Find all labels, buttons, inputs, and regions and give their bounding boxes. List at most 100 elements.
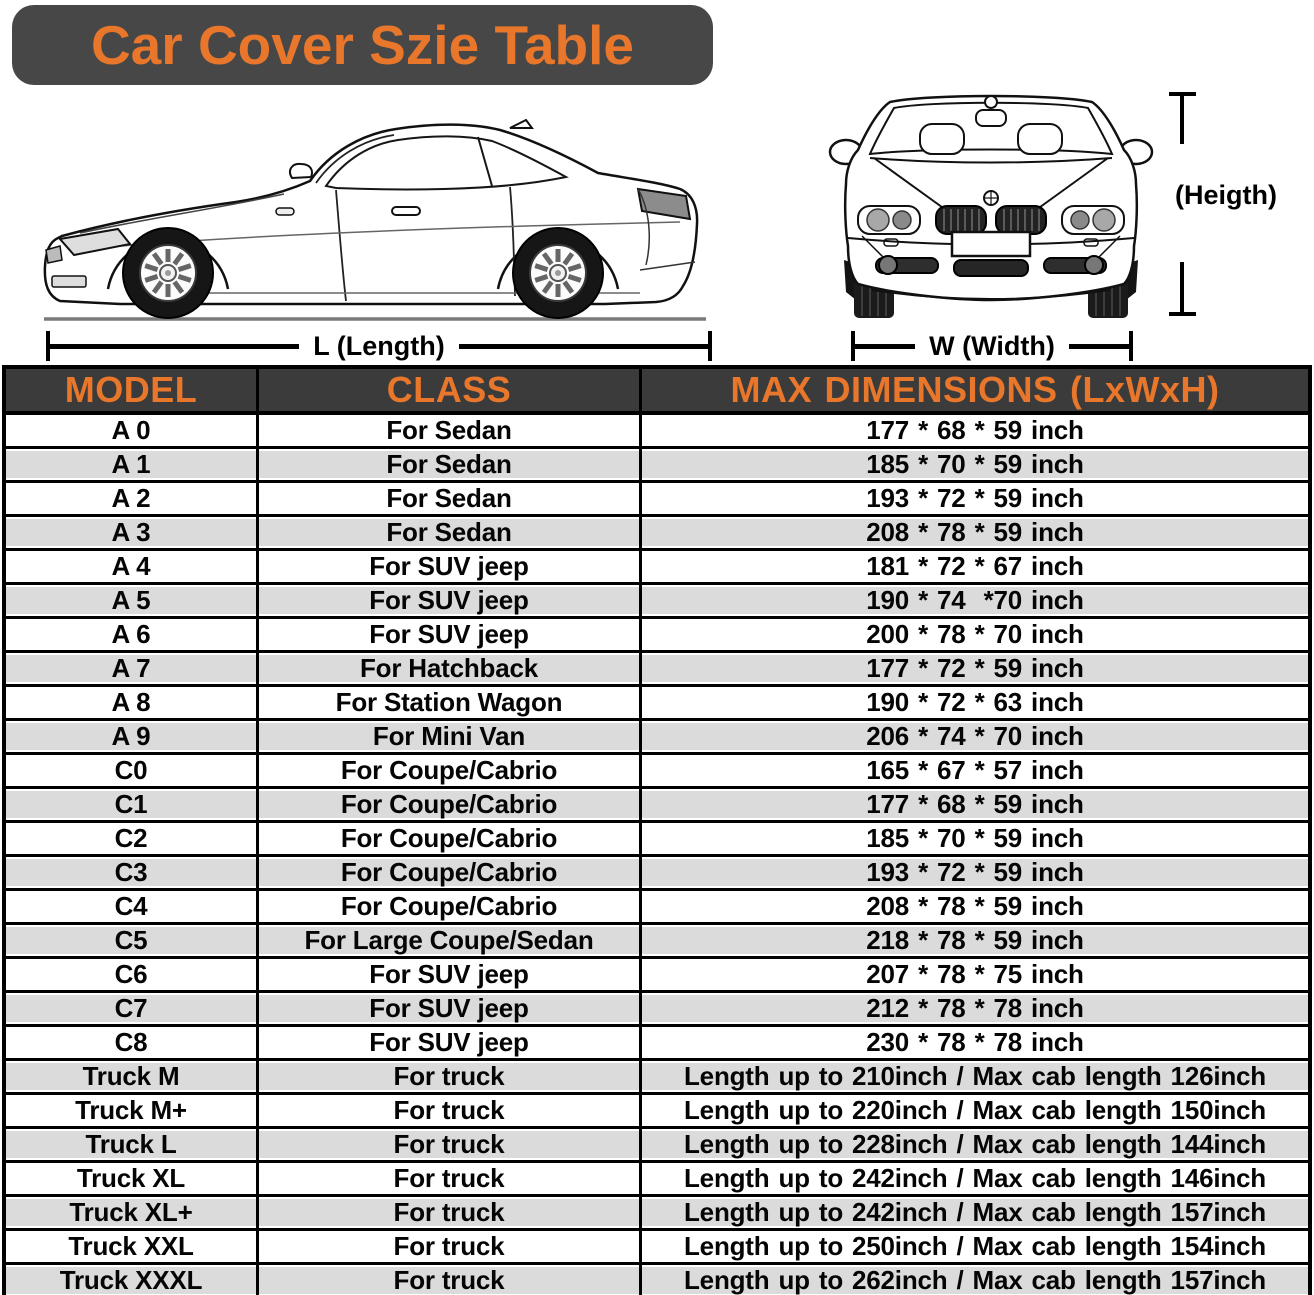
table-row: C3 For Coupe/Cabrio 193 * 72 * 59 inch xyxy=(6,854,1308,888)
page-title-text: Car Cover Szie Table xyxy=(90,14,635,76)
cell-model: C7 xyxy=(6,993,259,1024)
cell-class: For Sedan xyxy=(259,415,642,446)
cell-class: For Coupe/Cabrio xyxy=(259,789,642,820)
length-dimension: L (Length) xyxy=(46,330,712,362)
cell-class: For Coupe/Cabrio xyxy=(259,755,642,786)
table-row: A 0 For Sedan 177 * 68 * 59 inch xyxy=(6,415,1308,446)
cell-model: A 1 xyxy=(6,449,259,480)
cell-class: For Sedan xyxy=(259,517,642,548)
cell-class: For Mini Van xyxy=(259,721,642,752)
cell-dimensions: 177 * 72 * 59 inch xyxy=(866,653,1084,683)
dimension-line xyxy=(458,343,708,349)
dimension-line xyxy=(1180,262,1184,312)
width-dimension: W (Width) xyxy=(851,330,1134,362)
cell-class: For truck xyxy=(259,1231,642,1262)
cell-dimensions: 212 * 78 * 78 inch xyxy=(866,993,1084,1023)
table-body: A 0 For Sedan 177 * 68 * 59 inch A 1 For Sed… xyxy=(6,415,1308,1295)
cell-model: Truck XXL xyxy=(6,1231,259,1262)
cell-class: For truck xyxy=(259,1095,642,1126)
cell-model: A 3 xyxy=(6,517,259,548)
table-row: C1 For Coupe/Cabrio 177 * 68 * 59 inch xyxy=(6,786,1308,820)
header-model: MODEL xyxy=(6,369,259,411)
table-row: Truck M+ For truck Length up to 220inch / … xyxy=(6,1092,1308,1126)
cell-model: C3 xyxy=(6,857,259,888)
cell-dimensions: Length up to 220inch / Max cab length 15… xyxy=(684,1095,1266,1125)
cell-dimensions: 185 * 70 * 59 inch xyxy=(866,449,1084,479)
dimension-tick xyxy=(1129,331,1134,361)
cell-dimensions: Length up to 262inch / Max cab length 15… xyxy=(684,1265,1266,1295)
cell-class: For Coupe/Cabrio xyxy=(259,857,642,888)
table-row: Truck L For truck Length up to 228inch / M… xyxy=(6,1126,1308,1160)
header-max-dimensions: MAX DIMENSIONS (LxWxH) xyxy=(730,369,1220,410)
cell-class: For SUV jeep xyxy=(259,993,642,1024)
height-label: (Heigth) xyxy=(1175,180,1277,210)
table-row: A 6 For SUV jeep 200 * 78 * 70 inch xyxy=(6,616,1308,650)
cell-model: A 8 xyxy=(6,687,259,718)
cell-dimensions: 190 * 72 * 63 inch xyxy=(866,687,1084,717)
cell-class: For SUV jeep xyxy=(259,959,642,990)
cell-model: Truck L xyxy=(6,1129,259,1160)
cell-class: For SUV jeep xyxy=(259,1027,642,1058)
cell-model: Truck XXXL xyxy=(6,1265,259,1295)
size-table: MODEL CLASS MAX DIMENSIONS (LxWxH) A 0 Fo… xyxy=(2,365,1312,1295)
table-row: C5 For Large Coupe/Sedan 218 * 78 * 59 inc… xyxy=(6,922,1308,956)
cell-dimensions: 165 * 67 * 57 inch xyxy=(866,755,1084,785)
page-title: Car Cover Szie Table xyxy=(12,5,713,85)
cell-model: C5 xyxy=(6,925,259,956)
cell-dimensions: 206 * 74 * 70 inch xyxy=(866,721,1084,751)
table-row: A 3 For Sedan 208 * 78 * 59 inch xyxy=(6,514,1308,548)
cell-model: A 6 xyxy=(6,619,259,650)
cell-dimensions: 230 * 78 * 78 inch xyxy=(866,1027,1084,1057)
table-row: Truck XL+ For truck Length up to 242inch /… xyxy=(6,1194,1308,1228)
cell-model: A 5 xyxy=(6,585,259,616)
cell-class: For SUV jeep xyxy=(259,585,642,616)
cell-model: A 9 xyxy=(6,721,259,752)
dimension-tick xyxy=(851,331,855,361)
header-class: CLASS xyxy=(259,369,642,411)
cell-dimensions: 181 * 72 * 67 inch xyxy=(866,551,1084,581)
cell-model: A 0 xyxy=(6,415,259,446)
dimension-line xyxy=(855,343,916,349)
dimension-line xyxy=(1180,96,1184,144)
table-row: A 8 For Station Wagon 190 * 72 * 63 inch xyxy=(6,684,1308,718)
table-row: A 7 For Hatchback 177 * 72 * 59 inch xyxy=(6,650,1308,684)
cell-class: For truck xyxy=(259,1265,642,1295)
cell-dimensions: 200 * 78 * 70 inch xyxy=(866,619,1084,649)
cell-model: A 4 xyxy=(6,551,259,582)
cell-dimensions: 207 * 78 * 75 inch xyxy=(866,959,1084,989)
dimension-tick xyxy=(708,331,712,361)
cell-dimensions: 208 * 78 * 59 inch xyxy=(866,517,1084,547)
cell-dimensions: 218 * 78 * 59 inch xyxy=(866,925,1084,955)
table-header-row: MODEL CLASS MAX DIMENSIONS (LxWxH) xyxy=(6,369,1308,415)
dimension-tick xyxy=(1169,92,1196,96)
cell-model: C8 xyxy=(6,1027,259,1058)
cell-model: Truck M xyxy=(6,1061,259,1092)
table-row: A 1 For Sedan 185 * 70 * 59 inch xyxy=(6,446,1308,480)
cell-model: C6 xyxy=(6,959,259,990)
table-row: A 4 For SUV jeep 181 * 72 * 67 inch xyxy=(6,548,1308,582)
cell-class: For Sedan xyxy=(259,449,642,480)
cell-dimensions: Length up to 250inch / Max cab length 15… xyxy=(684,1231,1266,1261)
cell-model: C2 xyxy=(6,823,259,854)
cell-dimensions: 193 * 72 * 59 inch xyxy=(866,483,1084,513)
table-row: C2 For Coupe/Cabrio 185 * 70 * 59 inch xyxy=(6,820,1308,854)
cell-dimensions: 185 * 70 * 59 inch xyxy=(866,823,1084,853)
cell-dimensions: Length up to 210inch / Max cab length 12… xyxy=(684,1061,1266,1091)
cell-class: For Sedan xyxy=(259,483,642,514)
cell-class: For truck xyxy=(259,1129,642,1160)
car-front-view-illustration xyxy=(828,94,1154,318)
table-row: C6 For SUV jeep 207 * 78 * 75 inch xyxy=(6,956,1308,990)
table-row: C4 For Coupe/Cabrio 208 * 78 * 59 inch xyxy=(6,888,1308,922)
car-side-view-illustration xyxy=(43,118,706,321)
cell-model: A 7 xyxy=(6,653,259,684)
cell-class: For Hatchback xyxy=(259,653,642,684)
cell-dimensions: 193 * 72 * 59 inch xyxy=(866,857,1084,887)
dimension-line xyxy=(1068,343,1130,349)
cell-class: For Coupe/Cabrio xyxy=(259,891,642,922)
table-row: C7 For SUV jeep 212 * 78 * 78 inch xyxy=(6,990,1308,1024)
cell-class: For truck xyxy=(259,1163,642,1194)
table-row: Truck XXL For truck Length up to 250inch /… xyxy=(6,1228,1308,1262)
table-row: Truck XL For truck Length up to 242inch / … xyxy=(6,1160,1308,1194)
cell-dimensions: 177 * 68 * 59 inch xyxy=(866,789,1084,819)
